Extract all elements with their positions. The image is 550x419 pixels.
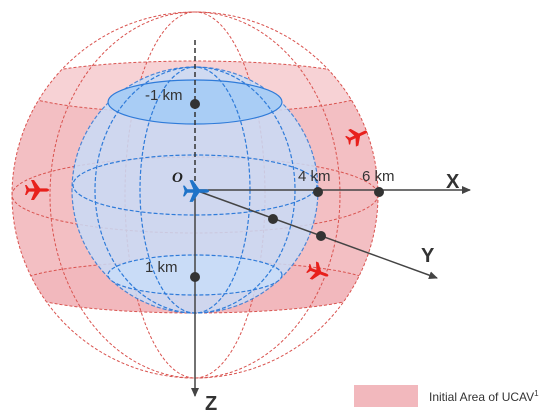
legend-label: Initial Area of UCAV1	[429, 389, 539, 404]
top-marker-label: -1 km	[145, 87, 183, 104]
x-axis-label: X	[446, 171, 460, 193]
y-axis-label: Y	[421, 245, 435, 267]
bottom-marker-label: 1 km	[145, 259, 178, 276]
origin-label: O	[172, 170, 183, 186]
legend: Initial Area of UCAV1	[354, 385, 539, 407]
axes	[191, 40, 471, 397]
bottom-marker-point	[190, 272, 200, 282]
x-inner-label: 4 km	[298, 168, 331, 185]
x-outer-label: 6 km	[362, 168, 395, 185]
legend-label-text: Initial Area of UCAV	[429, 390, 534, 404]
legend-label-superscript: 1	[534, 389, 539, 398]
y-axis	[194, 189, 438, 280]
x-inner-point	[313, 187, 323, 197]
y-outer-point	[316, 231, 326, 241]
z-axis-label: Z	[205, 393, 217, 415]
x-outer-point	[374, 187, 384, 197]
marker-points	[190, 99, 384, 282]
y-inner-point	[268, 214, 278, 224]
legend-swatch	[354, 385, 418, 407]
top-marker-point	[190, 99, 200, 109]
